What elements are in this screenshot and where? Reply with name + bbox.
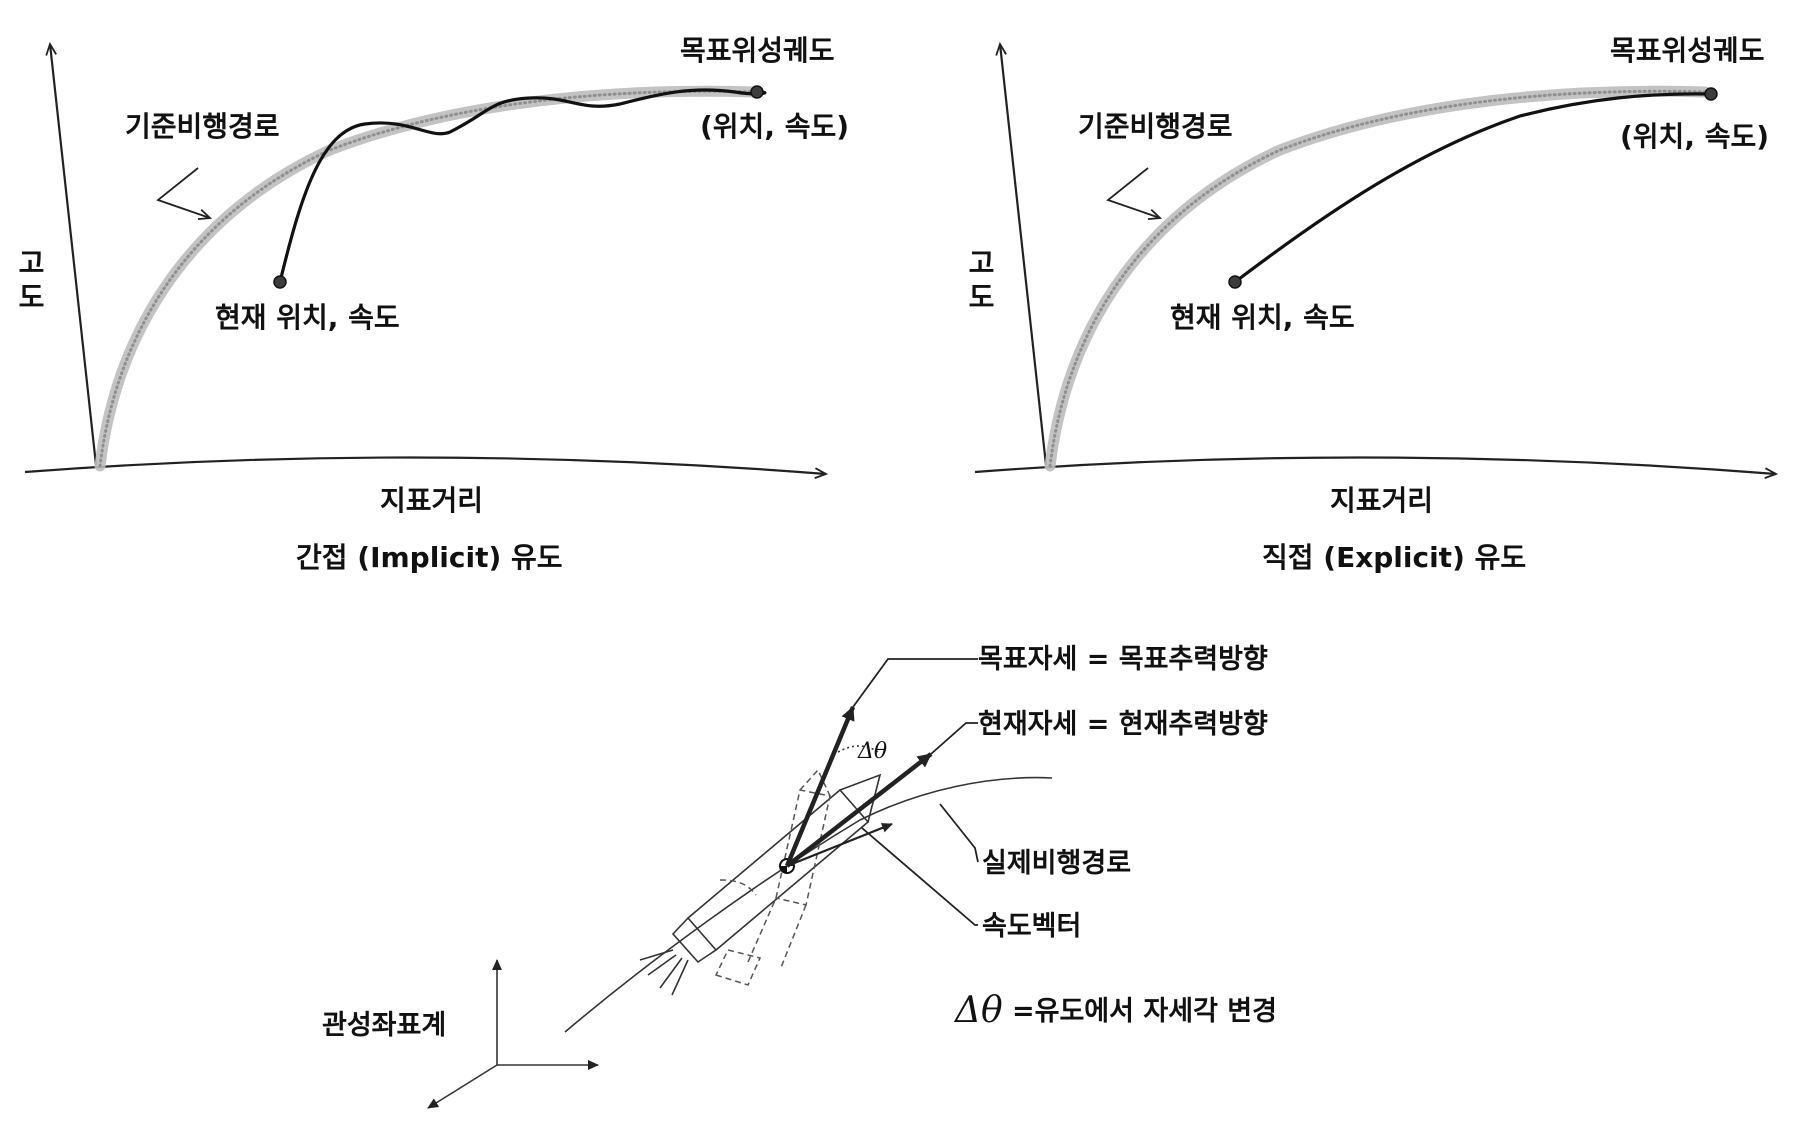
altitude-axis [50, 44, 98, 466]
implicit-caption: 간접 (Implicit) 유도 [296, 541, 563, 574]
rocket-nozzle [671, 917, 717, 964]
ground-distance-label: 지표거리 [380, 484, 483, 517]
velocity-vector-leader [861, 827, 978, 926]
ghost-nozzle [714, 949, 762, 986]
ground-distance-label: 지표거리 [1330, 484, 1433, 517]
current-state-label: 현재 위치, 속도 [1170, 301, 1355, 334]
implicit-trajectory [278, 88, 767, 284]
velocity-vector-label: 속도벡터 [982, 911, 1081, 942]
target-orbit-label: 목표위성궤도 [680, 34, 835, 67]
ghost-link [719, 879, 757, 896]
rocket-body [639, 773, 882, 996]
altitude-label: 고도 [14, 248, 47, 316]
current-state-point [273, 275, 287, 289]
inertial-y-axis [427, 1064, 498, 1109]
target-attitude-leader [852, 658, 978, 708]
current-attitude-leader [930, 722, 978, 755]
target-orbit-point [750, 85, 764, 99]
explicit-trajectory [1233, 92, 1712, 284]
reference-path-label: 기준비행경로 [1078, 110, 1233, 143]
reference-path-leader [156, 167, 210, 218]
reference-flight-path-stipple [98, 89, 757, 468]
reference-flight-path [94, 85, 761, 472]
rocket-target-ghost [714, 768, 831, 986]
ghost-nose [799, 768, 831, 797]
actual-flight-path [564, 776, 1053, 1033]
reference-path-leader [1106, 167, 1160, 218]
target-attitude-vector [784, 706, 856, 867]
target-state-label: (위치, 속도) [700, 110, 849, 143]
rocket-exhaust [639, 949, 689, 996]
implicit-panel: 기준비행경로 목표위성궤도 (위치, 속도) 현재 위치, 속도 고도 지표거리… [14, 34, 850, 574]
inertial-frame [427, 959, 599, 1109]
reference-flight-path [1044, 85, 1711, 472]
ghost-lower [747, 897, 807, 971]
reference-flight-path-stipple [1048, 89, 1707, 468]
velocity-vector [786, 822, 893, 868]
altitude-axis [1000, 44, 1048, 466]
current-state-point [1228, 275, 1242, 289]
target-attitude-label: 목표자세 = 목표추력방향 [978, 644, 1268, 675]
ground-distance-axis [24, 456, 826, 474]
ghost-fuselage [775, 789, 831, 906]
current-attitude-vector [785, 752, 933, 868]
altitude-label: 고도 [964, 248, 997, 316]
attitude-diagram: 관성좌표계 Δθ [322, 644, 1277, 1109]
delta-theta-symbol: Δθ [953, 990, 1003, 1031]
target-state-label: (위치, 속도) [1620, 120, 1769, 153]
ground-distance-axis [974, 456, 1776, 474]
actual-path-label: 실제비행경로 [982, 848, 1131, 879]
current-state-label: 현재 위치, 속도 [215, 301, 400, 334]
delta-theta-definition: =유도에서 자세각 변경 [1012, 996, 1277, 1027]
reference-path-label: 기준비행경로 [125, 110, 280, 143]
rocket-fuselage [686, 788, 870, 952]
inertial-frame-label: 관성좌표계 [322, 1010, 446, 1041]
target-orbit-point [1704, 87, 1718, 101]
explicit-caption: 직접 (Explicit) 유도 [1262, 541, 1526, 574]
target-orbit-label: 목표위성궤도 [1610, 34, 1765, 67]
actual-path-leader [939, 803, 979, 863]
rocket-nose [839, 773, 882, 823]
explicit-panel: 기준비행경로 목표위성궤도 (위치, 속도) 현재 위치, 속도 고도 지표거리… [964, 34, 1777, 574]
current-attitude-label: 현재자세 = 현재추력방향 [978, 709, 1268, 740]
delta-theta-small: Δθ [857, 739, 887, 764]
